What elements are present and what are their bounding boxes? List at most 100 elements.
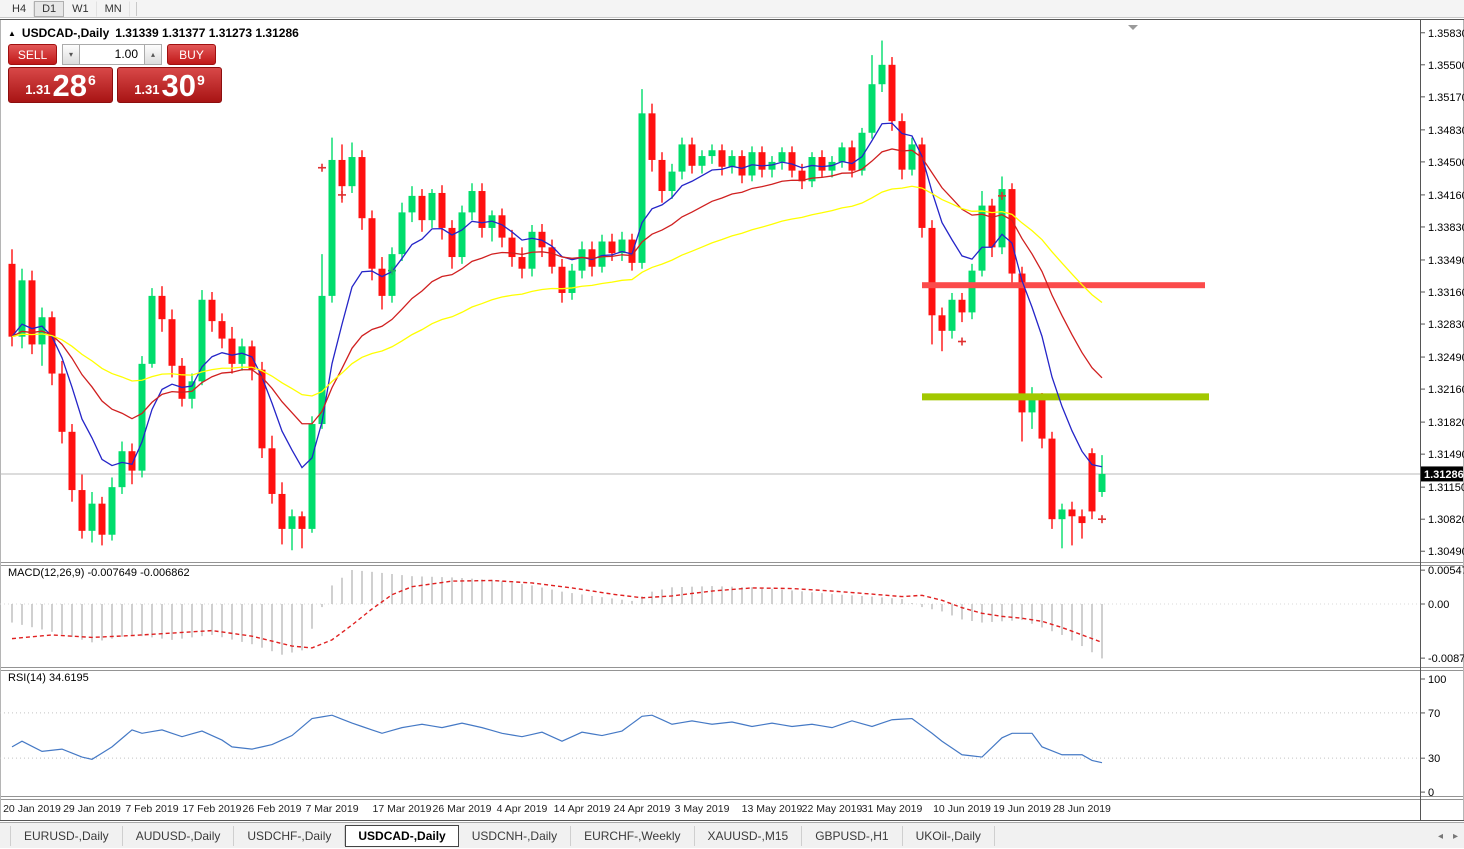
tab-eurchf-weekly[interactable]: EURCHF-,Weekly — [571, 825, 695, 846]
svg-text:1.31490: 1.31490 — [1428, 449, 1464, 461]
tab-gbpusd-h1[interactable]: GBPUSD-,H1 — [802, 825, 903, 846]
rsi-panel: 100 70 30 0 — [0, 674, 1446, 799]
timeframe-mn-button[interactable]: MN — [97, 0, 130, 17]
svg-text:24 Apr 2019: 24 Apr 2019 — [614, 803, 671, 815]
svg-text:1.33490: 1.33490 — [1428, 255, 1464, 267]
tab-xauusd-m15[interactable]: XAUUSD-,M15 — [695, 825, 803, 846]
support-line[interactable] — [922, 393, 1209, 401]
svg-text:14 Apr 2019: 14 Apr 2019 — [554, 803, 611, 815]
svg-text:13 May 2019: 13 May 2019 — [742, 803, 803, 815]
svg-text:10 Jun 2019: 10 Jun 2019 — [933, 803, 991, 815]
sell-price-big: 28 — [52, 68, 87, 103]
buy-price-pip: 9 — [197, 72, 205, 88]
svg-text:7 Feb 2019: 7 Feb 2019 — [125, 803, 178, 815]
tabs-scroll-left-icon[interactable]: ◂ — [1437, 830, 1443, 842]
resistance-line[interactable] — [922, 282, 1205, 289]
svg-text:0.005474: 0.005474 — [1428, 565, 1464, 577]
panel-borders — [0, 19, 1464, 821]
price-axis: 1.35830 1.35500 1.35170 1.34830 1.34500 1.341… — [1420, 28, 1464, 558]
svg-text:1.33160: 1.33160 — [1428, 287, 1464, 299]
date-axis: 20 Jan 2019 29 Jan 2019 7 Feb 2019 17 Feb 2… — [3, 803, 1111, 815]
timeframe-toolbar: H4 D1 W1 MN — [0, 0, 1464, 18]
svg-text:17 Mar 2019: 17 Mar 2019 — [373, 803, 432, 815]
tab-usdchf-daily[interactable]: USDCHF-,Daily — [234, 825, 346, 846]
svg-text:1.34830: 1.34830 — [1428, 125, 1464, 137]
tab-eurusd-daily[interactable]: EURUSD-,Daily — [10, 825, 123, 846]
current-price-tag — [1421, 466, 1463, 482]
volume-increase-icon[interactable]: ▴ — [144, 44, 162, 65]
svg-text:1.35830: 1.35830 — [1428, 28, 1464, 40]
chart-symbol-period: USDCAD-,Daily — [21, 26, 110, 40]
tab-usdcnh-daily[interactable]: USDCNH-,Daily — [459, 825, 572, 846]
one-click-trading-panel: SELL ▾ 1.00 ▴ BUY 1.31 28 6 1.31 30 9 — [8, 44, 230, 103]
svg-text:1.35170: 1.35170 — [1428, 92, 1464, 104]
collapse-chart-icon[interactable]: ▲ — [8, 28, 16, 38]
tab-usdcad-daily[interactable]: USDCAD-,Daily — [345, 824, 459, 847]
trade-markers — [318, 163, 1106, 524]
svg-text:1.34500: 1.34500 — [1428, 157, 1464, 169]
macd-indicator-label: MACD(12,26,9) -0.007649 -0.006862 — [8, 567, 190, 579]
sell-price-pip: 6 — [88, 72, 96, 88]
svg-text:1.34160: 1.34160 — [1428, 190, 1464, 202]
svg-text:1.32830: 1.32830 — [1428, 319, 1464, 331]
svg-text:1.31286: 1.31286 — [1424, 469, 1464, 481]
buy-price-display[interactable]: 1.31 30 9 — [117, 67, 222, 103]
timeframe-w1-button[interactable]: W1 — [64, 0, 97, 17]
volume-decrease-icon[interactable]: ▾ — [62, 44, 80, 65]
volume-input[interactable]: 1.00 — [80, 44, 144, 65]
svg-text:1.30820: 1.30820 — [1428, 514, 1464, 526]
ma-slow-yellow — [11, 185, 1103, 397]
svg-text:-0.008752: -0.008752 — [1428, 653, 1464, 665]
chart-tab-bar: EURUSD-,Daily AUDUSD-,Daily USDCHF-,Dail… — [0, 822, 1464, 848]
tab-ukoil-daily[interactable]: UKOil-,Daily — [903, 825, 995, 846]
svg-text:26 Mar 2019: 26 Mar 2019 — [433, 803, 492, 815]
svg-text:1.32490: 1.32490 — [1428, 352, 1464, 364]
svg-text:1.30490: 1.30490 — [1428, 546, 1464, 558]
ma-mid-red — [11, 148, 1103, 425]
svg-text:1.32160: 1.32160 — [1428, 384, 1464, 396]
svg-text:26 Feb 2019: 26 Feb 2019 — [243, 803, 302, 815]
svg-text:1.31150: 1.31150 — [1428, 482, 1464, 494]
tabs-scroll-right-icon[interactable]: ▸ — [1452, 830, 1458, 842]
svg-text:0: 0 — [1428, 787, 1434, 799]
svg-text:0.00: 0.00 — [1428, 599, 1449, 611]
svg-text:17 Feb 2019: 17 Feb 2019 — [183, 803, 242, 815]
macd-signal-line — [11, 579, 1103, 649]
timeframe-d1-button[interactable]: D1 — [34, 0, 65, 17]
sell-price-display[interactable]: 1.31 28 6 — [8, 67, 113, 103]
chart-ohlc-quote: 1.31339 1.31377 1.31273 1.31286 — [115, 26, 299, 40]
candlesticks — [8, 40, 1106, 551]
rsi-indicator-label: RSI(14) 34.6195 — [8, 672, 89, 684]
ma-fast-blue — [11, 122, 1103, 469]
svg-text:1.31820: 1.31820 — [1428, 417, 1464, 429]
svg-text:31 May 2019: 31 May 2019 — [862, 803, 923, 815]
svg-text:30: 30 — [1428, 753, 1440, 765]
horizontal-line-objects — [922, 282, 1209, 401]
chart-shift-marker-icon[interactable] — [1128, 25, 1138, 30]
svg-text:70: 70 — [1428, 708, 1440, 720]
buy-price-prefix: 1.31 — [134, 82, 160, 97]
svg-text:19 Jun 2019: 19 Jun 2019 — [993, 803, 1051, 815]
svg-text:7 Mar 2019: 7 Mar 2019 — [305, 803, 358, 815]
tab-audusd-daily[interactable]: AUDUSD-,Daily — [123, 825, 235, 846]
buy-button[interactable]: BUY — [167, 44, 216, 65]
svg-text:20 Jan 2019: 20 Jan 2019 — [3, 803, 61, 815]
svg-text:22 May 2019: 22 May 2019 — [802, 803, 863, 815]
toolbar-separator — [135, 1, 137, 16]
svg-text:29 Jan 2019: 29 Jan 2019 — [63, 803, 121, 815]
sell-button[interactable]: SELL — [8, 44, 57, 65]
svg-text:1.33830: 1.33830 — [1428, 222, 1464, 234]
buy-price-big: 30 — [161, 68, 196, 103]
rsi-line — [11, 714, 1103, 764]
svg-text:3 May 2019: 3 May 2019 — [675, 803, 730, 815]
chart-title: ▲ USDCAD-,Daily 1.31339 1.31377 1.31273 … — [8, 26, 299, 40]
svg-text:100: 100 — [1428, 674, 1446, 686]
svg-text:28 Jun 2019: 28 Jun 2019 — [1053, 803, 1111, 815]
svg-text:4 Apr 2019: 4 Apr 2019 — [497, 803, 548, 815]
svg-text:1.35500: 1.35500 — [1428, 60, 1464, 72]
moving-averages — [11, 122, 1103, 469]
timeframe-h4-button[interactable]: H4 — [4, 0, 35, 17]
sell-price-prefix: 1.31 — [25, 82, 51, 97]
